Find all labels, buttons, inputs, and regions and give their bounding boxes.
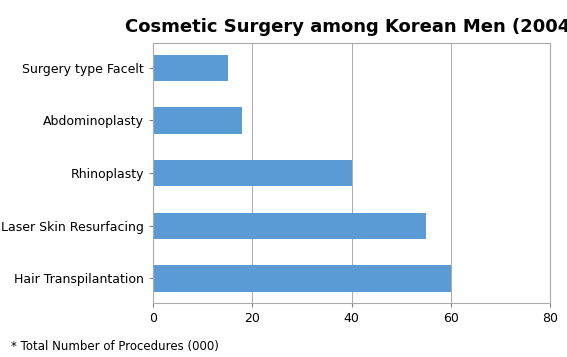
Title: Cosmetic Surgery among Korean Men (2004): Cosmetic Surgery among Korean Men (2004) [125,18,567,36]
Bar [153,55,227,81]
Bar [153,213,426,239]
Bar [153,265,451,292]
Text: * Total Number of Procedures (000): * Total Number of Procedures (000) [11,341,219,353]
Bar [153,107,242,134]
Bar [153,160,352,186]
